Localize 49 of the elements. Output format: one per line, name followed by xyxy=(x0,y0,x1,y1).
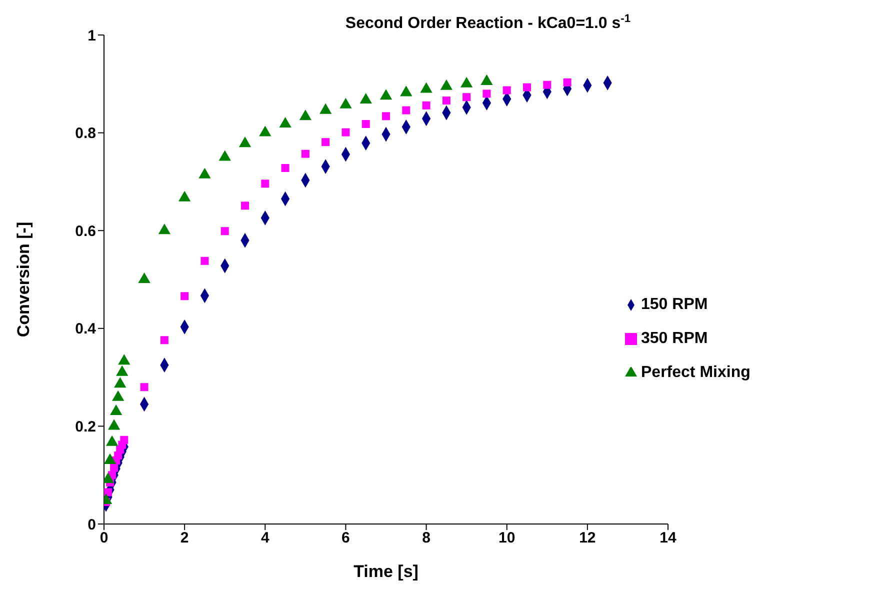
point xyxy=(543,80,552,89)
point xyxy=(482,90,491,98)
x-tick-label: 0 xyxy=(100,530,108,547)
y-tick-label: 0 xyxy=(88,516,96,534)
point xyxy=(220,227,229,236)
point xyxy=(322,138,330,146)
y-tick-label: 0.6 xyxy=(75,222,96,240)
x-axis-title: Time [s] xyxy=(354,562,418,581)
point xyxy=(120,436,128,444)
point xyxy=(382,112,390,120)
legend-label: 350 RPM xyxy=(641,330,708,347)
point xyxy=(523,83,531,92)
point xyxy=(261,180,270,188)
chart-title: Second Order Reaction - kCa0=1.0 s$^{-1}$ xyxy=(345,13,631,32)
y-tick-label: 0.2 xyxy=(75,418,96,436)
point xyxy=(362,120,370,128)
point xyxy=(241,202,249,210)
y-tick-label: 1 xyxy=(88,27,96,44)
point xyxy=(301,150,310,158)
legend-label: Perfect Mixing xyxy=(641,364,750,381)
point xyxy=(110,464,118,472)
x-tick-label: 6 xyxy=(342,530,350,547)
x-tick-label: 14 xyxy=(660,530,677,547)
y-tick-label: 0.8 xyxy=(75,125,96,142)
point xyxy=(160,336,168,344)
point xyxy=(342,128,350,136)
x-tick-label: 12 xyxy=(579,530,596,547)
point xyxy=(402,106,410,114)
x-tick-label: 10 xyxy=(498,530,516,547)
point xyxy=(180,292,189,300)
point xyxy=(281,164,290,172)
x-tick-label: 8 xyxy=(422,530,430,547)
point xyxy=(360,93,372,104)
point xyxy=(110,404,122,416)
x-tick-label: 2 xyxy=(180,530,189,547)
y-tick-label: 0.4 xyxy=(75,320,97,338)
y-axis-title: Conversion [-] xyxy=(14,222,34,338)
point xyxy=(462,93,471,102)
point xyxy=(140,383,148,392)
legend-label: 150 RPM xyxy=(641,296,708,313)
x-tick-label: 4 xyxy=(260,530,270,547)
point xyxy=(563,78,572,86)
point xyxy=(502,86,511,94)
point xyxy=(200,256,209,265)
point xyxy=(422,101,430,110)
point xyxy=(158,224,171,234)
point xyxy=(104,488,112,496)
point xyxy=(238,136,252,148)
point xyxy=(442,96,450,105)
